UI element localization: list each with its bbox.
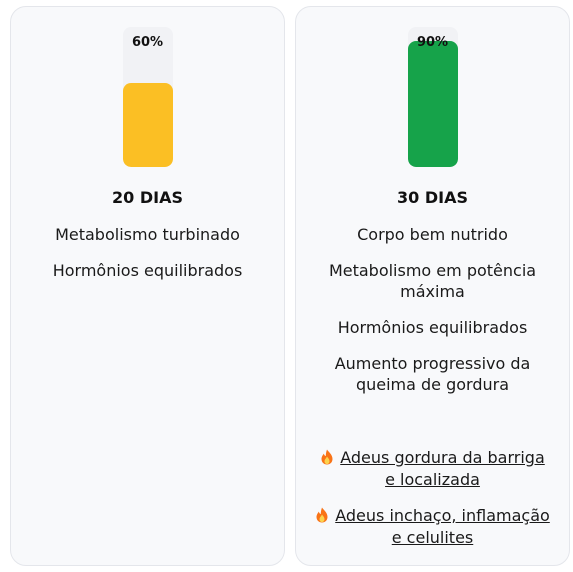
- plan-card-30-days: 90% 30 DIAS Corpo bem nutrido Metabolism…: [295, 6, 570, 566]
- progress-percent: 60%: [131, 35, 164, 50]
- promo-item: Adeus inchaço, inflamação e celulites: [314, 505, 551, 549]
- benefit-item: Aumento progressivo da queima de gordura: [334, 354, 531, 394]
- benefit-item: Metabolismo em potência máxima: [328, 261, 537, 301]
- progress-bar: 60%: [122, 27, 173, 167]
- fire-icon: [321, 449, 333, 465]
- plan-title: 20 DIAS: [112, 188, 183, 207]
- promo-list: Adeus gordura da barriga e localizada Ad…: [314, 447, 551, 563]
- plan-title: 30 DIAS: [397, 188, 468, 207]
- benefit-item: Hormônios equilibrados: [337, 318, 528, 337]
- benefit-item: Hormônios equilibrados: [52, 261, 243, 280]
- benefits-list: Metabolismo turbinado Hormônios equilibr…: [29, 224, 266, 296]
- progress-bar: 90%: [407, 27, 458, 167]
- benefit-item: Metabolismo turbinado: [55, 225, 240, 244]
- promo-item: Adeus gordura da barriga e localizada: [314, 447, 551, 491]
- fire-icon: [316, 507, 328, 523]
- progress-fill: [122, 83, 173, 167]
- benefits-list: Corpo bem nutrido Metabolismo em potênci…: [314, 224, 551, 410]
- promo-text: Adeus gordura da barriga e localizada: [340, 448, 545, 489]
- progress-fill: [407, 41, 458, 167]
- progress-percent: 90%: [416, 35, 449, 50]
- plan-card-20-days: 60% 20 DIAS Metabolismo turbinado Hormôn…: [10, 6, 285, 566]
- benefit-item: Corpo bem nutrido: [357, 225, 508, 244]
- promo-text: Adeus inchaço, inflamação e celulites: [335, 506, 550, 547]
